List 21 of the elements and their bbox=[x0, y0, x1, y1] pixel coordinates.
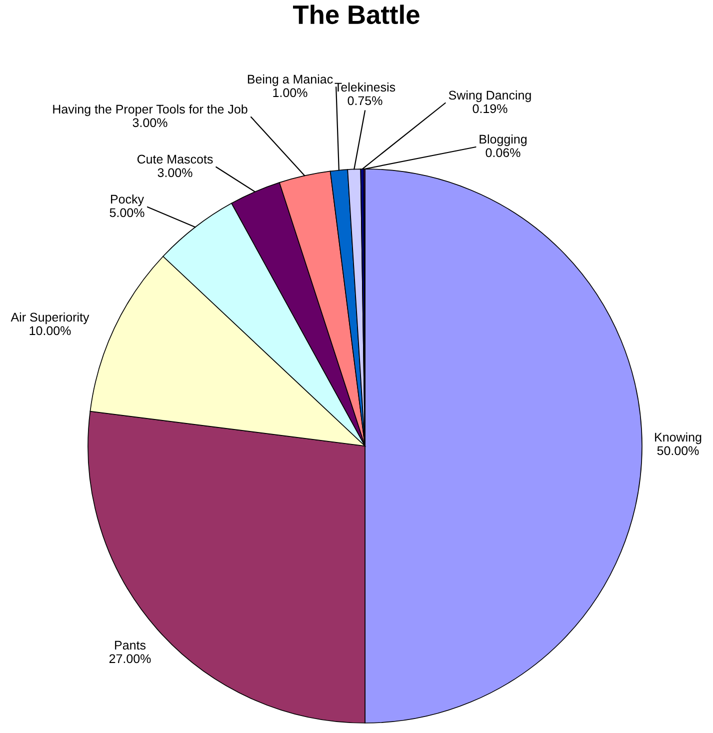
slice-label: Cute Mascots bbox=[137, 154, 213, 164]
data-label: 50.00% bbox=[657, 446, 699, 456]
data-label: 0.06% bbox=[486, 148, 520, 158]
data-label: 1.00% bbox=[273, 88, 308, 98]
slice-label: Knowing bbox=[655, 432, 702, 444]
slice-label: Telekinesis bbox=[334, 82, 396, 92]
slice-label: Air Superiority bbox=[10, 312, 90, 324]
slice-label: Swing Dancing bbox=[448, 90, 531, 102]
data-label: 3.00% bbox=[132, 118, 168, 128]
data-label: 0.75% bbox=[348, 96, 382, 106]
slice-label: Being a Maniac bbox=[248, 74, 333, 86]
data-label: 3.00% bbox=[158, 168, 192, 178]
slice-label: Pants bbox=[115, 640, 146, 650]
slice-label: Having the Proper Tools for the Job bbox=[53, 104, 248, 116]
data-label: 10.00% bbox=[30, 326, 71, 336]
slice-label: Blogging bbox=[480, 134, 527, 146]
data-label: 5.00% bbox=[110, 208, 144, 218]
chart-title: The Battle bbox=[293, 4, 420, 24]
data-label: 0.19% bbox=[472, 104, 508, 114]
slice-label: Pocky bbox=[111, 194, 144, 206]
data-label: 27.00% bbox=[109, 654, 151, 664]
